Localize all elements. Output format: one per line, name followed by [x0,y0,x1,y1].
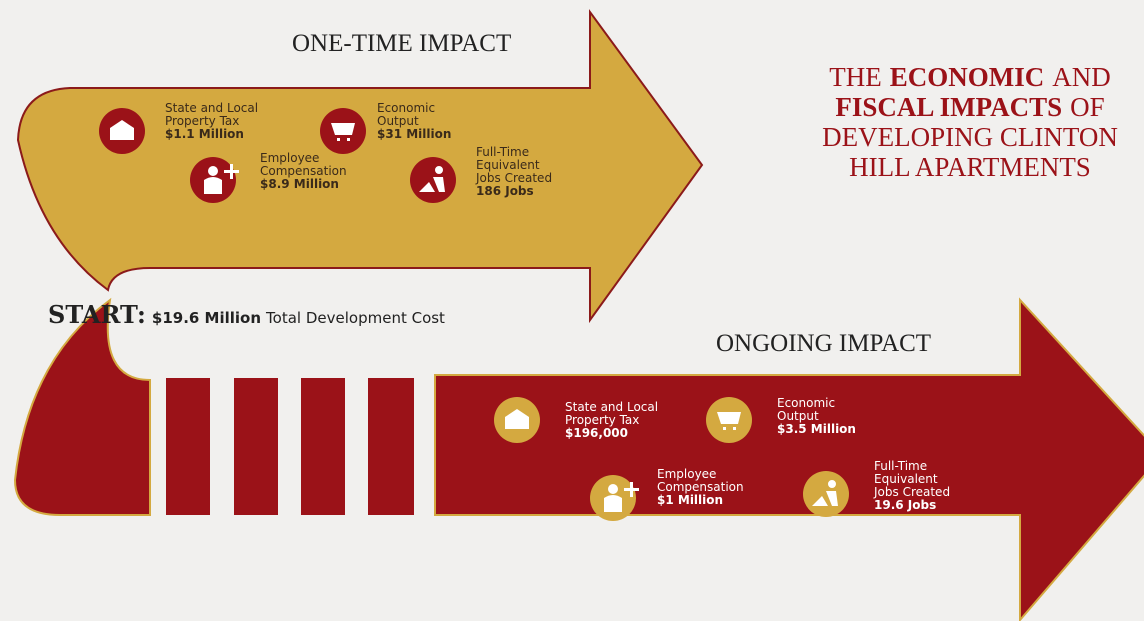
item-label: Equivalent [476,158,540,172]
one-time-arrow [16,8,704,324]
stripe [166,378,210,515]
item-label: Employee [657,467,717,481]
item-label: State and Local [165,101,259,115]
impact-item: Full-Time Equivalent Jobs Created 19.6 Jobs [874,460,950,512]
title-part: THE [829,62,882,92]
icon [110,120,134,140]
item-value: $3.5 Million [777,422,856,436]
impact-item: State and Local Property Tax $1.1 Million [165,102,258,141]
stripe [234,378,278,515]
title-part: FISCAL IMPACTS [835,92,1063,122]
icon [812,480,838,506]
item-value: $1.1 Million [165,127,244,141]
icon [505,409,529,429]
item-label: Employee [260,151,320,165]
item-value: 19.6 Jobs [874,498,937,512]
impact-item: State and Local Property Tax $196,000 [565,401,658,440]
item-value: $196,000 [565,426,629,440]
icon [604,482,639,512]
one-time-heading: ONE-TIME IMPACT [292,30,512,57]
icon-circle [410,157,456,203]
stripe [368,378,414,515]
impact-item: Economic Output $31 Million [377,102,451,141]
impact-item: Economic Output $3.5 Million [777,397,856,436]
item-label: Full-Time [874,459,928,473]
title-line: FISCAL IMPACTS OF [760,92,1144,122]
icon [204,164,239,194]
title-line: THE ECONOMIC AND [760,62,1144,92]
item-label: Output [377,114,419,128]
item-label: Equivalent [874,472,938,486]
title-line: HILL APARTMENTS [760,152,1144,182]
impact-item: Full-Time Equivalent Jobs Created 186 Jobs [476,146,552,198]
item-label: Full-Time [476,145,530,159]
icon [331,123,355,141]
ongoing-arrow [434,297,1144,621]
item-label: Jobs Created [874,485,951,499]
title-part: DEVELOPING CLINTON [822,122,1118,152]
title-part: OF [1070,92,1105,122]
start-label: START: [48,300,146,329]
title-part: ECONOMIC [889,62,1045,92]
title-part: AND [1052,62,1111,92]
icon [419,166,445,192]
title: THE ECONOMIC AND FISCAL IMPACTS OF DEVELOPING… [760,62,1144,182]
item-label: Compensation [657,480,744,494]
impact-item: Employee Compensation $1 Million [657,468,744,507]
ongoing-arrow-tail [13,297,151,516]
start-amount: $19.6 Million [151,309,262,327]
stripe [301,378,345,515]
start: START: $19.6 Million Total Development Cos… [48,300,445,329]
item-value: $1 Million [657,493,724,507]
icon [717,412,741,430]
item-label: Economic [377,101,436,115]
title-line: DEVELOPING CLINTON [760,122,1144,152]
item-label: Compensation [260,164,347,178]
item-label: Property Tax [165,114,240,128]
title-part: HILL APARTMENTS [849,152,1091,182]
item-label: State and Local [565,400,659,414]
ongoing-heading: ONGOING IMPACT [716,330,932,357]
item-value: $8.9 Million [260,177,339,191]
start-text: Total Development Cost [266,309,445,327]
item-label: Economic [777,396,836,410]
item-label: Output [777,409,819,423]
impact-item: Employee Compensation $8.9 Million [260,152,347,191]
item-value: $31 Million [377,127,452,141]
item-label: Jobs Created [476,171,553,185]
item-value: 186 Jobs [476,184,534,198]
icon-circle [803,471,849,517]
item-label: Property Tax [565,413,640,427]
